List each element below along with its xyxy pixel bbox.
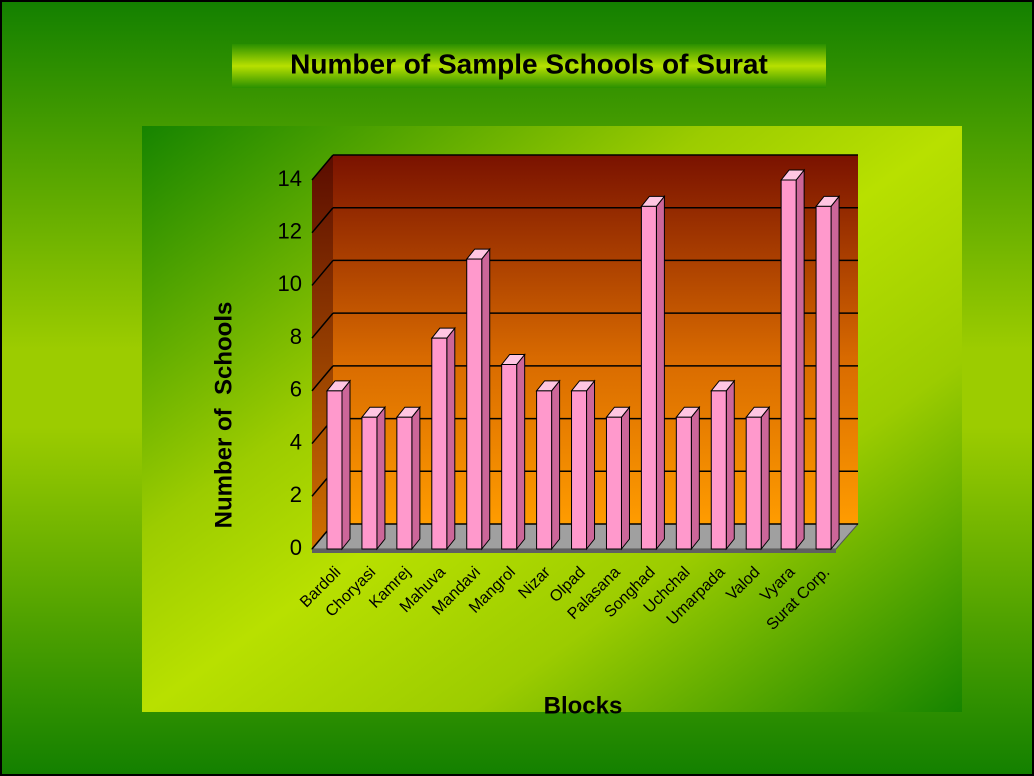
grid-line (311, 259, 334, 286)
bar-side (481, 247, 491, 551)
bar (361, 416, 378, 550)
bar (396, 416, 413, 550)
bar-side (795, 168, 805, 551)
bar (710, 390, 727, 550)
bar (501, 364, 518, 550)
bar (431, 337, 448, 550)
grid-line (311, 365, 334, 392)
bar-side (411, 405, 421, 551)
title-box (232, 44, 826, 88)
bar-side (551, 379, 561, 551)
y-tick-label: 6 (290, 377, 302, 402)
y-tick-label: 12 (278, 219, 302, 244)
bar-side (586, 379, 596, 551)
bar (815, 205, 832, 550)
bar (571, 390, 588, 550)
bar-side (830, 194, 840, 551)
chart-title: Number of Sample Schools of Surat (290, 48, 768, 79)
grid-line (311, 154, 334, 181)
bar (536, 390, 553, 550)
y-tick-label: 2 (290, 482, 302, 507)
bar (745, 416, 762, 550)
y-axis-title: Number of Schools (210, 302, 237, 529)
bar (640, 205, 657, 550)
bar-side (690, 405, 700, 551)
bar-side (341, 379, 351, 551)
bar (466, 258, 483, 550)
y-tick-label: 14 (278, 166, 302, 191)
floor-edge (312, 549, 836, 553)
bar-side (725, 379, 735, 551)
y-tick-label: 10 (278, 271, 302, 296)
y-tick-label: 8 (290, 324, 302, 349)
bar-side (376, 405, 386, 551)
grid-line (311, 312, 334, 339)
y-tick-label: 0 (290, 535, 302, 560)
bar-side (620, 405, 630, 551)
y-tick-label: 4 (290, 429, 302, 454)
x-axis-title: Blocks (544, 692, 623, 719)
bar (605, 416, 622, 550)
grid-line (311, 207, 334, 234)
bar-side (446, 326, 456, 551)
bar-side (516, 353, 526, 551)
bar-side (760, 405, 770, 551)
bar (326, 390, 343, 550)
bar (675, 416, 692, 550)
bar-side (655, 194, 665, 551)
bar (780, 179, 797, 550)
